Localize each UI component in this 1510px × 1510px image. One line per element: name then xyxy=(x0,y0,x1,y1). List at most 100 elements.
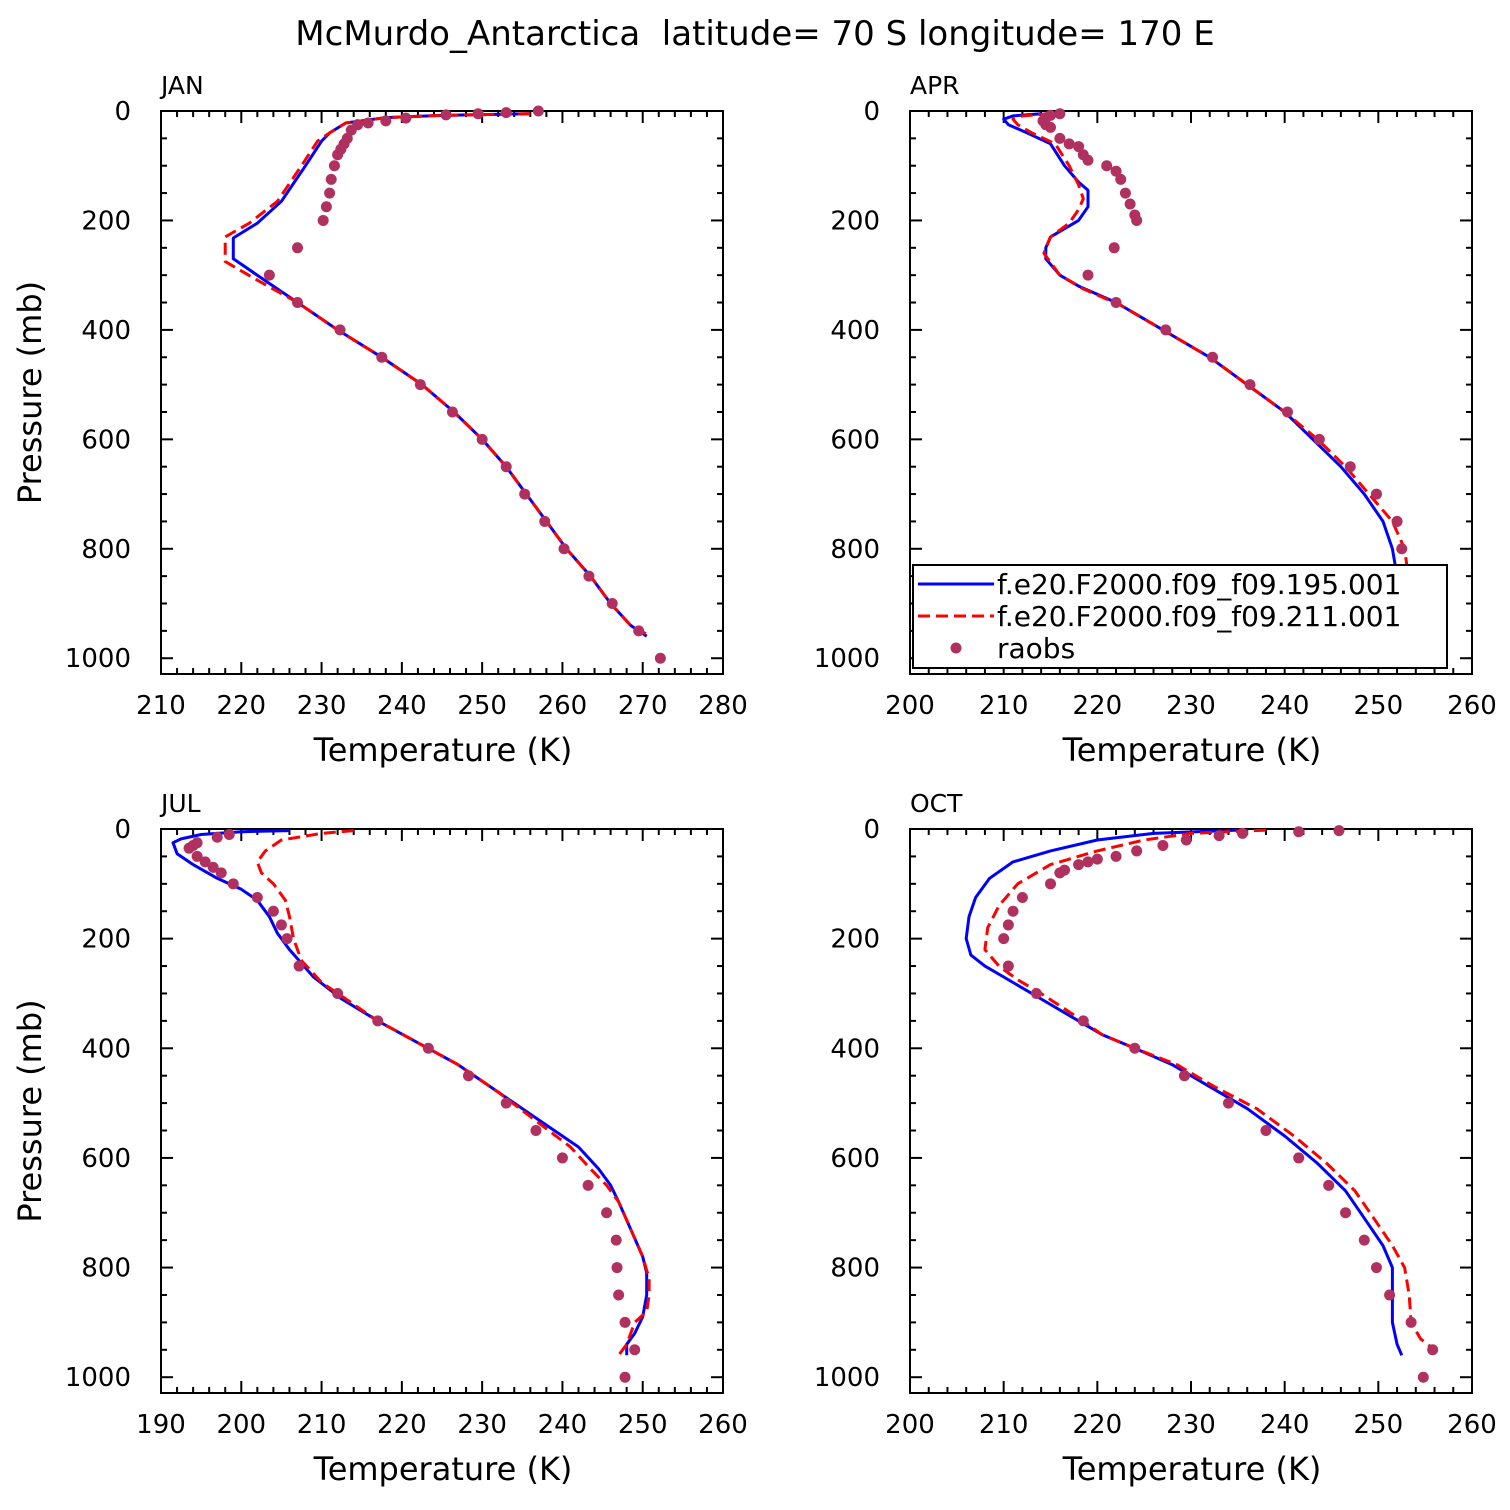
x-tick-label: 260 xyxy=(1447,1410,1497,1440)
series-211-line xyxy=(223,112,652,638)
x-tick-label: 190 xyxy=(136,1410,186,1440)
raobs-point xyxy=(1073,859,1085,871)
raobs-point xyxy=(223,828,235,840)
raobs-point xyxy=(629,1344,641,1356)
raobs-point xyxy=(476,433,488,445)
raobs-point xyxy=(1077,1015,1089,1027)
raobs-point xyxy=(1063,138,1075,150)
raobs-point xyxy=(211,831,223,843)
series-211-line xyxy=(983,828,1436,1351)
raobs-point xyxy=(320,201,332,213)
raobs-point xyxy=(324,187,336,199)
x-tick-label: 210 xyxy=(979,691,1029,721)
raobs-point xyxy=(414,379,426,391)
raobs-point xyxy=(1244,379,1256,391)
raobs-point xyxy=(207,861,219,873)
x-tick-label: 200 xyxy=(216,1410,266,1440)
raobs-point xyxy=(291,297,303,309)
x-tick-label: 240 xyxy=(377,691,427,721)
x-axis-label: Temperature (K) xyxy=(1062,731,1322,769)
x-tick-label: 200 xyxy=(885,691,935,721)
raobs-point xyxy=(1115,173,1127,185)
y-tick-label: 1000 xyxy=(814,644,880,674)
raobs-point xyxy=(1073,141,1085,153)
raobs-point xyxy=(1045,878,1056,890)
x-axis-label: Temperature (K) xyxy=(1062,1450,1322,1488)
raobs-point xyxy=(1417,1371,1429,1383)
raobs-point xyxy=(500,1097,512,1109)
series-raobs xyxy=(183,828,641,1383)
raobs-point xyxy=(1333,825,1345,837)
raobs-point xyxy=(1180,834,1192,846)
x-tick-label: 250 xyxy=(457,691,507,721)
y-tick-label: 200 xyxy=(81,206,131,236)
raobs-point xyxy=(1054,867,1066,879)
raobs-point xyxy=(1293,826,1305,838)
raobs-point xyxy=(1281,406,1293,418)
raobs-point xyxy=(440,109,452,121)
raobs-point xyxy=(400,112,412,124)
raobs-point xyxy=(267,905,279,917)
legend-label: f.e20.F2000.f09_f09.211.001 xyxy=(997,600,1401,633)
raobs-point xyxy=(183,842,195,854)
raobs-point xyxy=(1091,853,1103,865)
y-tick-label: 800 xyxy=(81,535,131,565)
x-tick-label: 260 xyxy=(538,691,588,721)
raobs-point xyxy=(251,892,263,904)
raobs-point xyxy=(1110,165,1122,177)
raobs-point xyxy=(1016,892,1028,904)
y-tick-label: 400 xyxy=(830,1034,880,1064)
panel-label: APR xyxy=(910,71,960,100)
series-195-line xyxy=(1002,112,1431,638)
raobs-point xyxy=(191,850,203,862)
x-tick-label: 220 xyxy=(1073,691,1123,721)
raobs-point xyxy=(1124,198,1136,210)
raobs-point xyxy=(1370,488,1382,500)
series-195-line xyxy=(964,828,1404,1356)
raobs-point xyxy=(613,1289,625,1301)
y-tick-label: 0 xyxy=(114,97,131,127)
raobs-point xyxy=(1237,827,1249,839)
raobs-point xyxy=(1213,830,1225,842)
raobs-point xyxy=(1396,543,1408,555)
x-tick-label: 250 xyxy=(1354,1410,1404,1440)
raobs-point xyxy=(583,570,595,582)
raobs-point xyxy=(998,933,1010,945)
raobs-point xyxy=(462,1070,474,1082)
raobs-point xyxy=(1082,154,1094,166)
raobs-point xyxy=(1160,324,1172,336)
x-tick-label: 210 xyxy=(297,1410,347,1440)
raobs-point xyxy=(1207,351,1219,363)
y-tick-label: 600 xyxy=(830,1144,880,1174)
raobs-point xyxy=(1157,839,1169,851)
plot-frame xyxy=(160,828,724,1394)
x-tick-label: 220 xyxy=(1073,1410,1123,1440)
legend-label: f.e20.F2000.f09_f09.195.001 xyxy=(997,568,1401,601)
raobs-point xyxy=(332,149,344,161)
raobs-point xyxy=(227,878,239,890)
x-tick-label: 240 xyxy=(538,1410,588,1440)
x-tick-label: 250 xyxy=(1354,691,1404,721)
y-tick-label: 800 xyxy=(81,1254,131,1284)
x-tick-label: 200 xyxy=(885,1410,935,1440)
raobs-point xyxy=(345,124,357,136)
x-tick-label: 230 xyxy=(1166,1410,1216,1440)
y-tick-label: 400 xyxy=(81,316,131,346)
raobs-point xyxy=(263,269,275,281)
raobs-point xyxy=(1002,919,1014,931)
legend-dot-marker xyxy=(950,642,962,654)
raobs-point xyxy=(610,1234,622,1246)
raobs-point xyxy=(1054,132,1066,144)
x-tick-label: 260 xyxy=(1447,691,1497,721)
raobs-point xyxy=(1391,515,1403,527)
plot-frame xyxy=(160,110,724,675)
panel-oct: 200 210 220 230 240 250 260 0 200 400 600 800 1000 OC… xyxy=(814,789,1497,1488)
y-tick-label: 200 xyxy=(830,925,880,955)
raobs-point xyxy=(1007,905,1019,917)
raobs-point xyxy=(275,919,287,931)
raobs-point xyxy=(1030,987,1042,999)
raobs-point xyxy=(422,1042,434,1054)
raobs-point xyxy=(1344,461,1356,473)
y-axis-label: Pressure (mb) xyxy=(11,999,49,1222)
raobs-point xyxy=(334,324,346,336)
